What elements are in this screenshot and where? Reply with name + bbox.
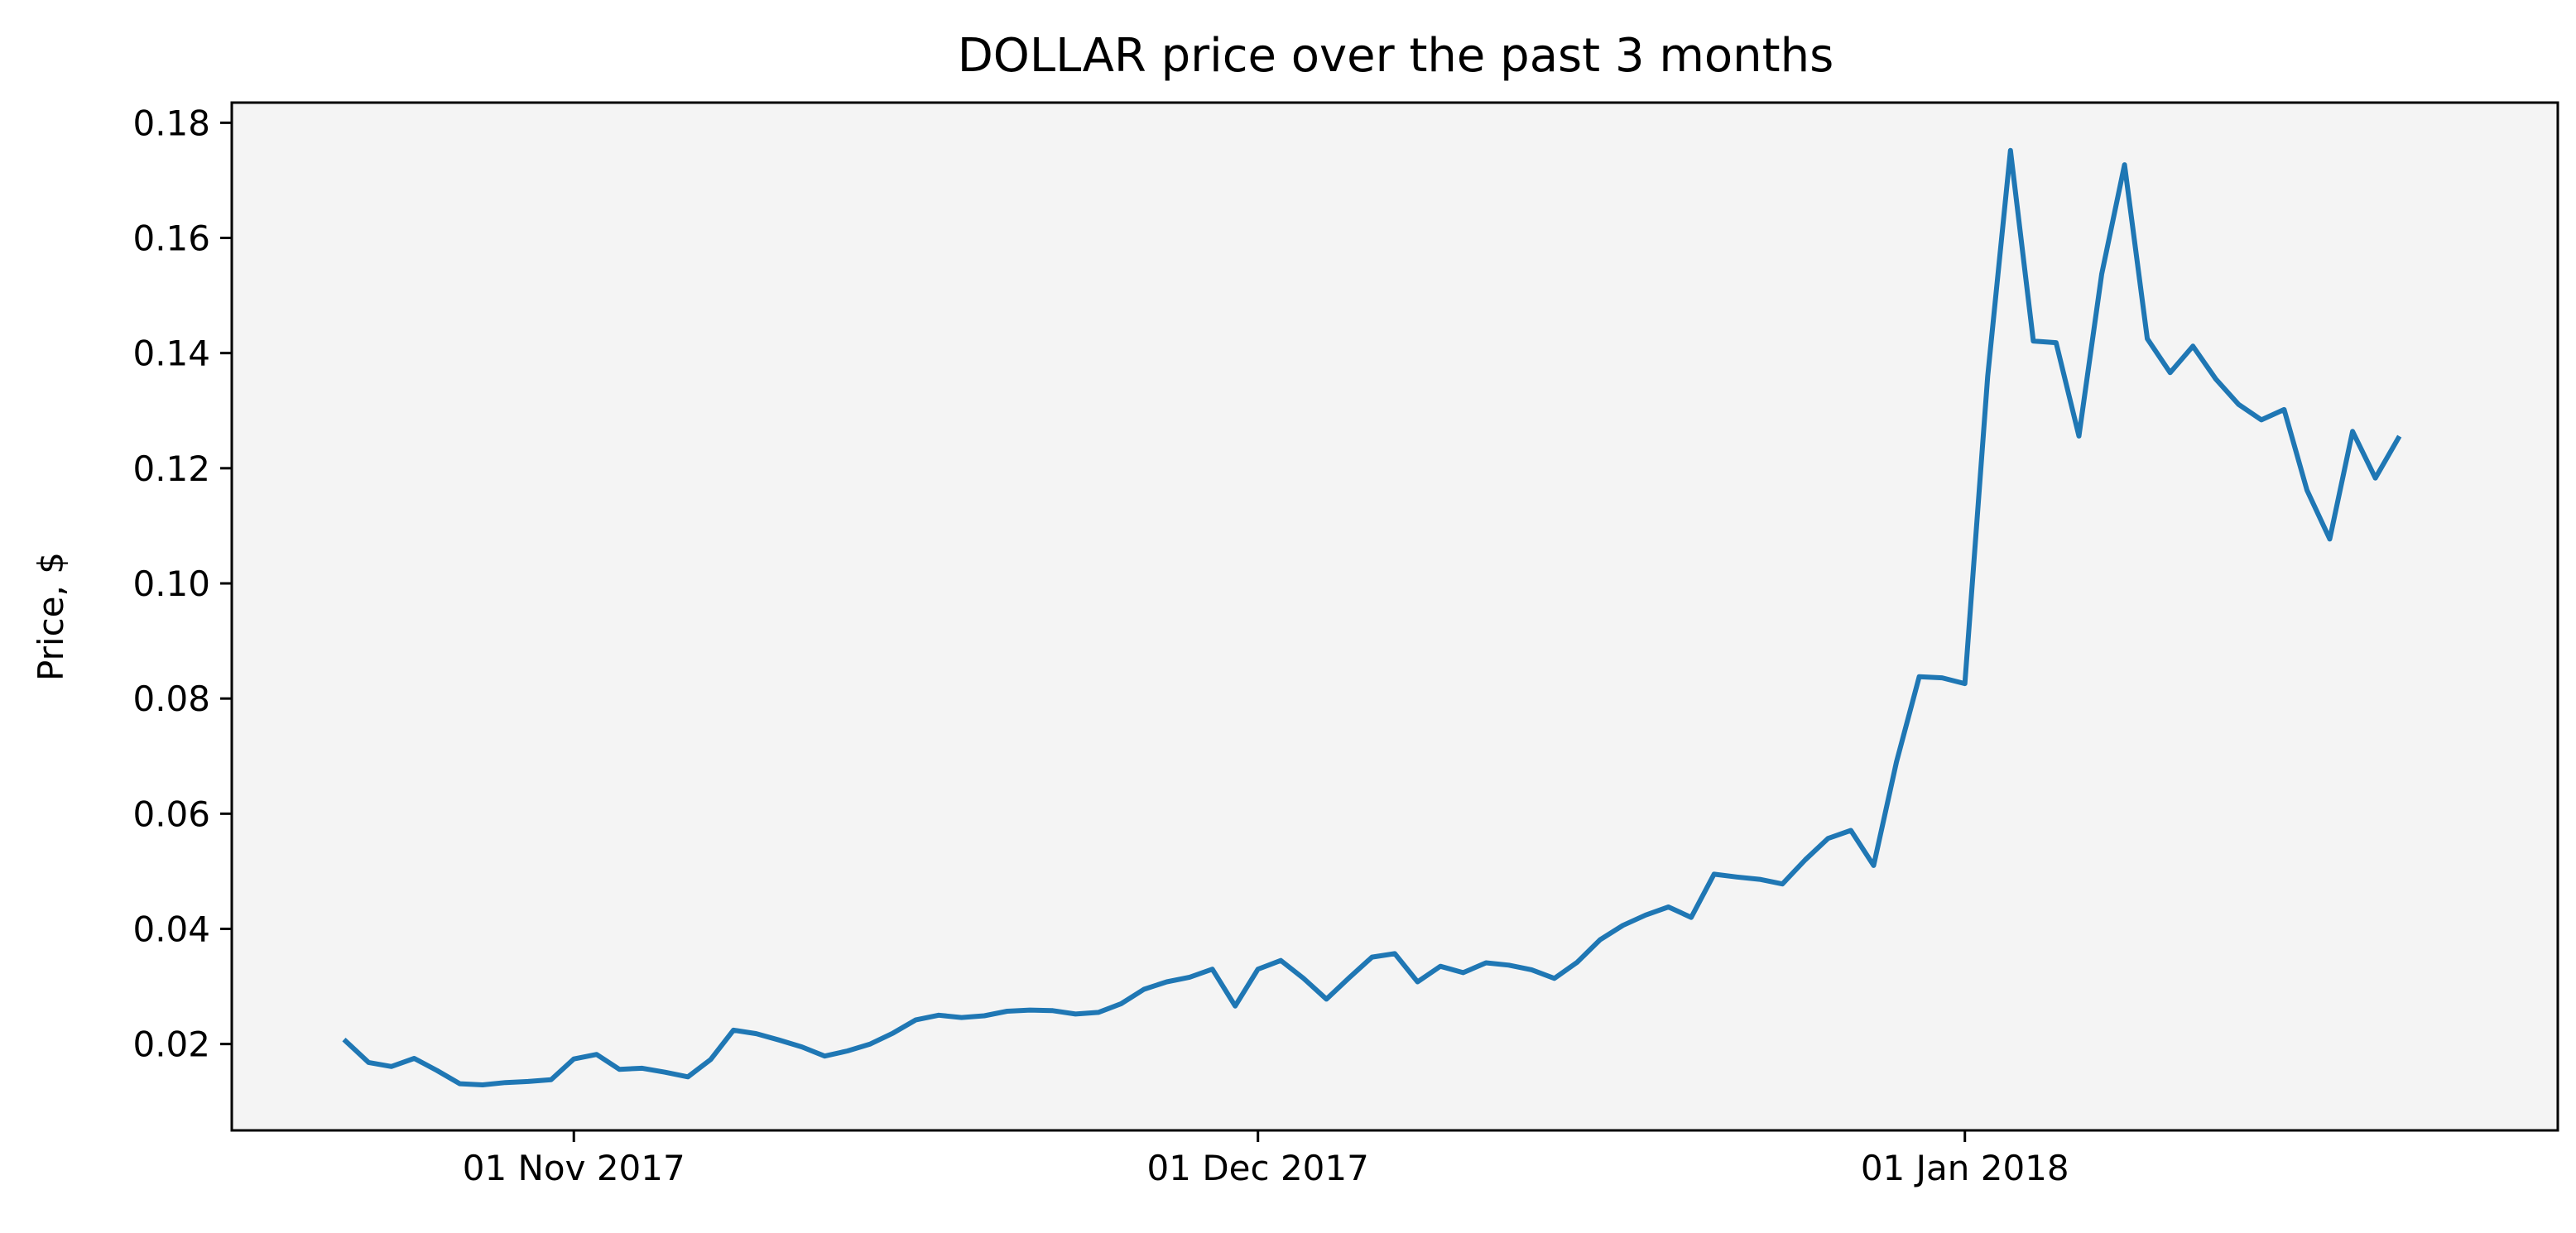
y-tick-label: 0.16	[132, 218, 210, 259]
x-tick-label: 01 Nov 2017	[463, 1148, 685, 1188]
y-axis-label: Price, $	[31, 552, 71, 681]
y-tick-label: 0.10	[132, 564, 210, 604]
x-tick-label: 01 Jan 2018	[1861, 1148, 2069, 1188]
y-tick-label: 0.12	[132, 449, 210, 489]
y-axis-ticks: 0.02 0.04 0.06 0.08 0.10 0.12 0.14 0.16 0.18	[132, 103, 232, 1065]
x-axis-ticks: 01 Nov 2017 01 Dec 2017 01 Jan 2018	[463, 1130, 2069, 1188]
chart-title: DOLLAR price over the past 3 months	[958, 29, 1834, 83]
plot-frame	[230, 101, 2559, 1132]
y-tick-label: 0.14	[132, 333, 210, 374]
y-tick-label: 0.08	[132, 679, 210, 719]
plot-area	[232, 103, 2558, 1130]
series-line	[342, 147, 2402, 1087]
x-tick-label: 01 Dec 2017	[1147, 1148, 1369, 1188]
y-tick-label: 0.06	[132, 794, 210, 834]
y-tick-label: 0.02	[132, 1024, 210, 1065]
y-tick-label: 0.04	[132, 909, 210, 949]
y-tick-label: 0.18	[132, 103, 210, 143]
